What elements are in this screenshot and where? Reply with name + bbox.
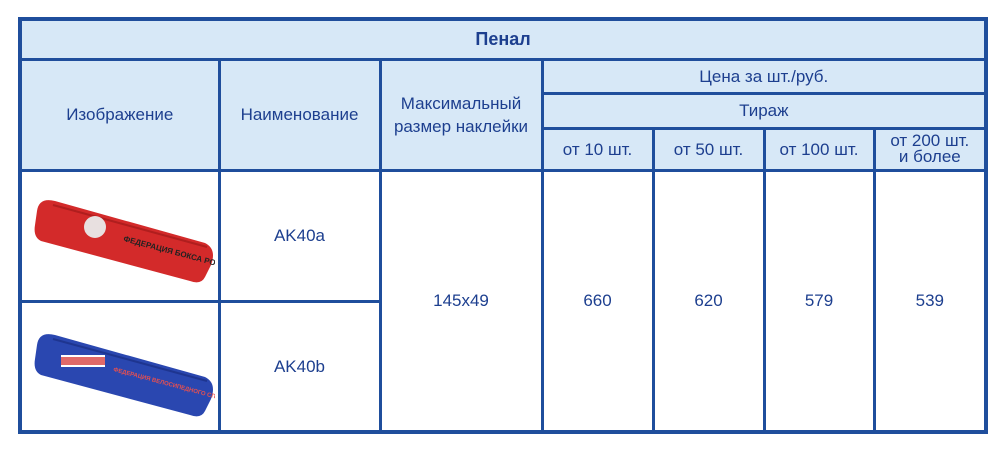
table-title: Пенал: [18, 17, 988, 61]
product-name: AK40b: [217, 299, 382, 434]
price-cell: 579: [762, 168, 876, 434]
price-cell: 660: [540, 168, 655, 434]
header-max-size: Максимальный размер наклейки: [378, 57, 544, 172]
header-run: Тираж: [540, 91, 988, 130]
product-name: AK40a: [217, 168, 382, 303]
product-image: ФЕДЕРАЦИЯ ВЕЛОСИПЕДНОГО СПОРТА РОССИИ: [18, 299, 221, 434]
header-image: Изображение: [18, 57, 221, 172]
header-tier: от 100 шт.: [762, 126, 876, 172]
pencil-case-red-image: ФЕДЕРАЦИЯ БОКСА РОССИИ: [34, 199, 215, 282]
header-tier: от 10 шт.: [540, 126, 655, 172]
price-table: Пенал Изображение Наименование Максималь…: [18, 17, 989, 434]
price-cell: 539: [872, 168, 988, 434]
header-tier: от 50 шт.: [651, 126, 766, 172]
product-image: ФЕДЕРАЦИЯ БОКСА РОССИИ: [18, 168, 221, 303]
pencil-case-blue-image: ФЕДЕРАЦИЯ ВЕЛОСИПЕДНОГО СПОРТА РОССИИ: [34, 334, 215, 417]
max-size-value: 145x49: [378, 168, 544, 434]
header-name: Наименование: [217, 57, 382, 172]
header-price: Цена за шт./руб.: [540, 57, 988, 95]
price-cell: 620: [651, 168, 766, 434]
header-tier: от 200 шт. и более: [872, 126, 988, 172]
